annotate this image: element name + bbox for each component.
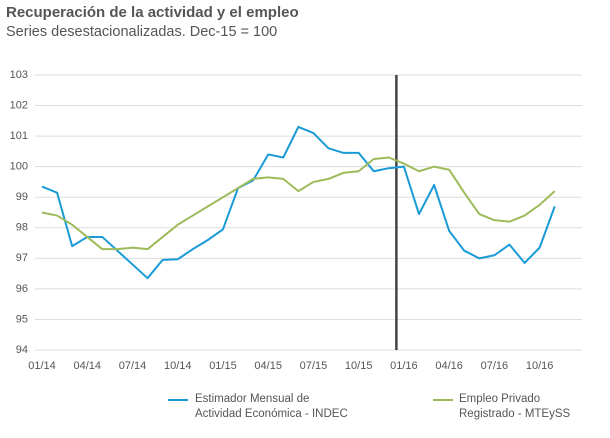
legend-label: Empleo Privado Registrado - MTEySS (459, 393, 571, 420)
y-tick-label: 100 (10, 161, 28, 173)
x-tick-label: 10/16 (526, 360, 554, 372)
y-tick-label: 103 (10, 69, 28, 81)
y-tick-label: 95 (16, 313, 28, 325)
x-tick-label: 07/15 (300, 360, 328, 372)
x-tick-label: 01/16 (390, 360, 418, 372)
chart-title: Recuperación de la actividad y el empleo (6, 4, 299, 21)
x-tick-label: 07/14 (119, 360, 147, 372)
y-tick-label: 97 (16, 252, 28, 264)
y-tick-label: 101 (10, 130, 28, 142)
x-tick-label: 04/14 (73, 360, 101, 372)
y-tick-label: 96 (16, 283, 28, 295)
x-tick-label: 07/16 (481, 360, 509, 372)
legend-label: Estimador Mensual de Actividad Económica… (195, 393, 348, 420)
x-tick-label: 01/15 (209, 360, 237, 372)
x-tick-label: 04/16 (435, 360, 463, 372)
y-tick-label: 102 (10, 99, 28, 111)
chart-subtitle: Series desestacionalizadas. Dec-15 = 100 (6, 24, 277, 40)
y-tick-label: 94 (16, 344, 28, 356)
y-tick-label: 99 (16, 191, 28, 203)
x-tick-label: 01/14 (28, 360, 56, 372)
x-tick-label: 10/14 (164, 360, 192, 372)
y-tick-label: 98 (16, 222, 28, 234)
x-tick-label: 04/15 (254, 360, 282, 372)
series-line (41, 125, 556, 280)
x-tick-label: 10/15 (345, 360, 373, 372)
series-line (41, 156, 556, 251)
